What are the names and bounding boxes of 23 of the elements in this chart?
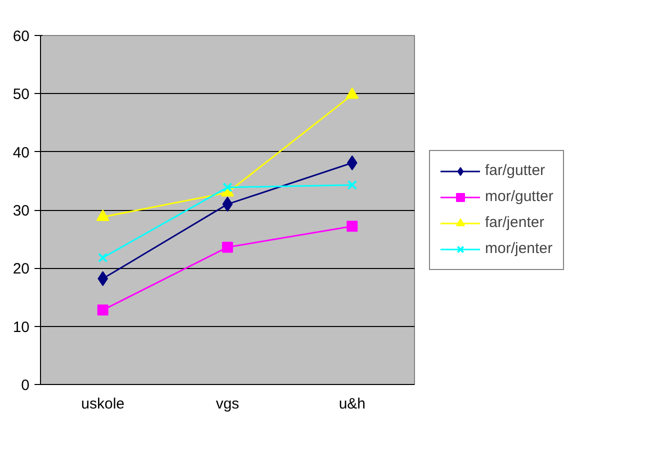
point bbox=[346, 220, 358, 232]
legend-label: mor/gutter bbox=[485, 188, 554, 205]
point bbox=[98, 252, 108, 263]
legend-label: mor/jenter bbox=[485, 240, 553, 257]
point bbox=[346, 87, 359, 99]
point bbox=[97, 304, 108, 316]
point bbox=[96, 210, 110, 221]
point bbox=[222, 242, 233, 253]
y-tick-label: 30 bbox=[12, 202, 30, 220]
y-tick-label: 60 bbox=[12, 28, 30, 45]
point bbox=[222, 182, 232, 192]
y-tick-label: 10 bbox=[12, 318, 30, 336]
x-tick-label: uskole bbox=[81, 396, 125, 412]
x-tick-label: u&h bbox=[338, 396, 366, 412]
y-tick-label: 20 bbox=[12, 260, 30, 278]
x-tick-label: vgs bbox=[216, 396, 240, 412]
y-tick-label: 0 bbox=[21, 377, 30, 394]
point bbox=[347, 180, 358, 190]
y-tick-label: 50 bbox=[12, 86, 30, 104]
y-tick-label: 40 bbox=[12, 144, 30, 162]
legend-label: far/jenter bbox=[485, 214, 544, 231]
point bbox=[222, 196, 233, 212]
legend-label: far/gutter bbox=[485, 162, 546, 179]
